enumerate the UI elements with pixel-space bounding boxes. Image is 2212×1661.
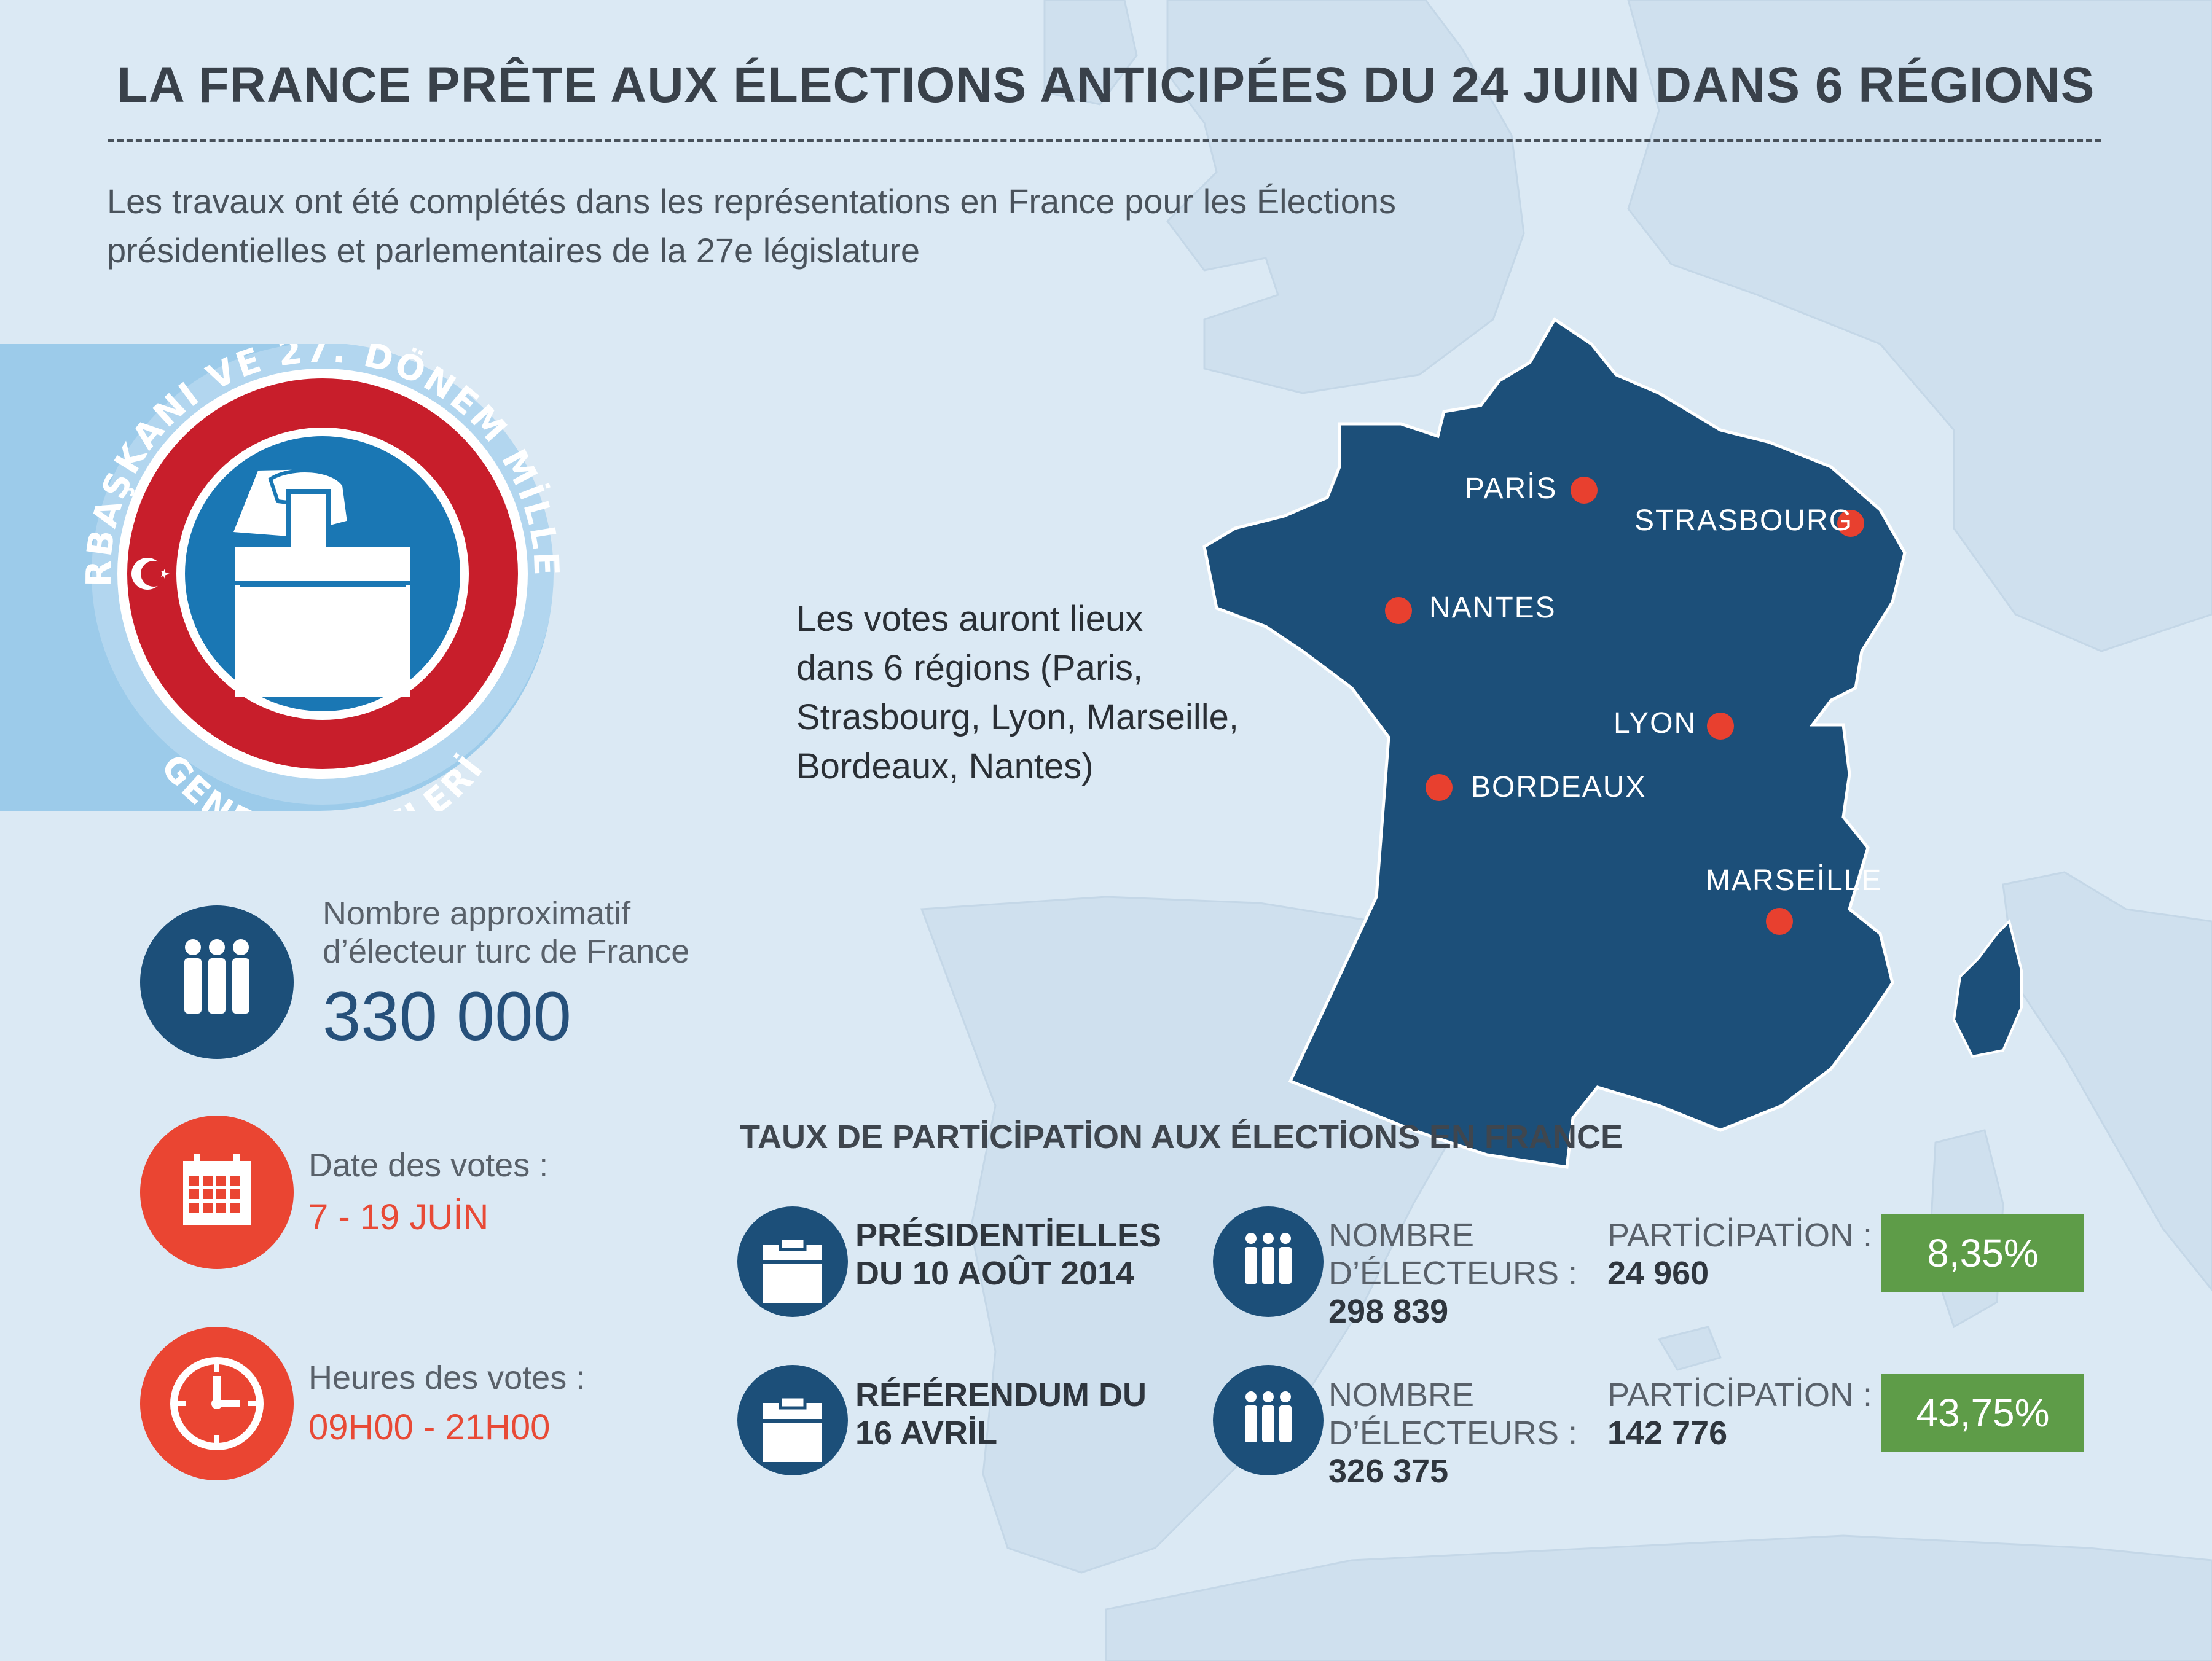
election-1-voters-label-line-2: D’ÉLECTEURS : [1328, 1255, 1578, 1292]
corsica-map [1952, 919, 2023, 1058]
election-2-title-line-1: RÉFÉRENDUM DU [855, 1377, 1147, 1413]
voters-label-line-2: d’électeur turc de France [323, 933, 690, 970]
people-icon [140, 905, 294, 1059]
election-1-participation-label: PARTİCİPATİON : [1607, 1217, 1873, 1254]
france-map [1202, 317, 1907, 1169]
election-1-participation-value: 24 960 [1607, 1255, 1709, 1292]
voters-label-line-1: Nombre approximatif [323, 895, 631, 932]
map-description-line-3: Strasbourg, Lyon, Marseille, [796, 697, 1239, 737]
vote-hours-label: Heures des votes : [308, 1359, 586, 1396]
map-description-line-2: dans 6 régions (Paris, [796, 648, 1143, 688]
election-1-voters-label-line-1: NOMBRE [1328, 1217, 1475, 1254]
calendar-icon [140, 1116, 294, 1269]
page-title: LA FRANCE PRÊTE AUX ÉLECTIONS ANTICIPÉES… [117, 57, 2095, 113]
city-dot-nantes [1385, 597, 1412, 624]
people-icon-row-1 [1213, 1206, 1324, 1317]
election-2-title-line-2: 16 AVRİL [855, 1415, 998, 1452]
ballot-box-icon [233, 469, 410, 697]
election-1-voters-value: 298 839 [1328, 1293, 1449, 1330]
map-description-line-1: Les votes auront lieux [796, 599, 1143, 639]
map-description: Les votes auront lieux dans 6 régions (P… [796, 595, 1239, 791]
city-dot-paris [1571, 477, 1598, 504]
map-description-line-4: Bordeaux, Nantes) [796, 746, 1094, 786]
voters-value: 330 000 [323, 978, 571, 1055]
election-2-voters-label-line-2: D’ÉLECTEURS : [1328, 1415, 1578, 1452]
election-1-participation: PARTİCİPATİON : 24 960 [1607, 1216, 1872, 1292]
election-2-title: RÉFÉRENDUM DU 16 AVRİL [855, 1376, 1147, 1452]
vote-hours-value: 09H00 - 21H00 [308, 1407, 551, 1447]
city-label-paris: PARİS [1465, 472, 1558, 505]
participation-heading: TAUX DE PARTİCİPATİON AUX ÉLECTİONS EN F… [740, 1119, 1623, 1155]
vote-dates-value: 7 - 19 JUİN [308, 1197, 489, 1237]
election-2-voters-value: 326 375 [1328, 1453, 1449, 1490]
city-dot-lyon [1707, 713, 1734, 740]
ballot-box-icon-row-1 [737, 1206, 848, 1317]
city-dot-bordeaux [1426, 774, 1453, 801]
city-dot-strasbourg [1837, 510, 1864, 537]
election-1-title-line-1: PRÉSIDENTİELLES [855, 1217, 1162, 1254]
election-1-voters: NOMBRE D’ÉLECTEURS : 298 839 [1328, 1216, 1577, 1331]
election-2-voters: NOMBRE D’ÉLECTEURS : 326 375 [1328, 1376, 1577, 1490]
city-label-bordeaux: BORDEAUX [1471, 771, 1647, 803]
city-label-marseille: MARSEİLLE [1706, 864, 1883, 897]
election-2-participation: PARTİCİPATİON : 142 776 [1607, 1376, 1872, 1452]
clock-icon [140, 1327, 294, 1480]
subtitle-line-2: présidentielles et parlementaires de la … [107, 231, 920, 270]
subtitle-line-1: Les travaux ont été complétés dans les r… [107, 182, 1397, 221]
election-badge: CUMHURBAŞKANI VE 27. DÖNEM MİLLETVEKİLİ … [0, 344, 564, 811]
city-label-nantes: NANTES [1429, 592, 1556, 624]
election-2-participation-label: PARTİCİPATİON : [1607, 1377, 1873, 1413]
election-2-participation-value: 142 776 [1607, 1415, 1728, 1452]
crescent-star-icon [131, 558, 170, 590]
election-2-voters-label-line-1: NOMBRE [1328, 1377, 1475, 1413]
city-label-strasbourg: STRASBOURG [1634, 504, 1854, 537]
city-dot-marseille [1766, 908, 1793, 935]
vote-dates-label: Date des votes : [308, 1147, 549, 1184]
election-1-rate: 8,35% [1881, 1214, 2084, 1292]
people-icon-row-2 [1213, 1365, 1324, 1475]
election-1-title-line-2: DU 10 AOÛT 2014 [855, 1255, 1135, 1292]
election-1-title: PRÉSIDENTİELLES DU 10 AOÛT 2014 [855, 1216, 1161, 1292]
city-label-lyon: LYON [1614, 707, 1697, 740]
election-2-rate: 43,75% [1881, 1374, 2084, 1452]
ballot-box-icon-row-2 [737, 1365, 848, 1475]
title-divider [108, 139, 2101, 142]
